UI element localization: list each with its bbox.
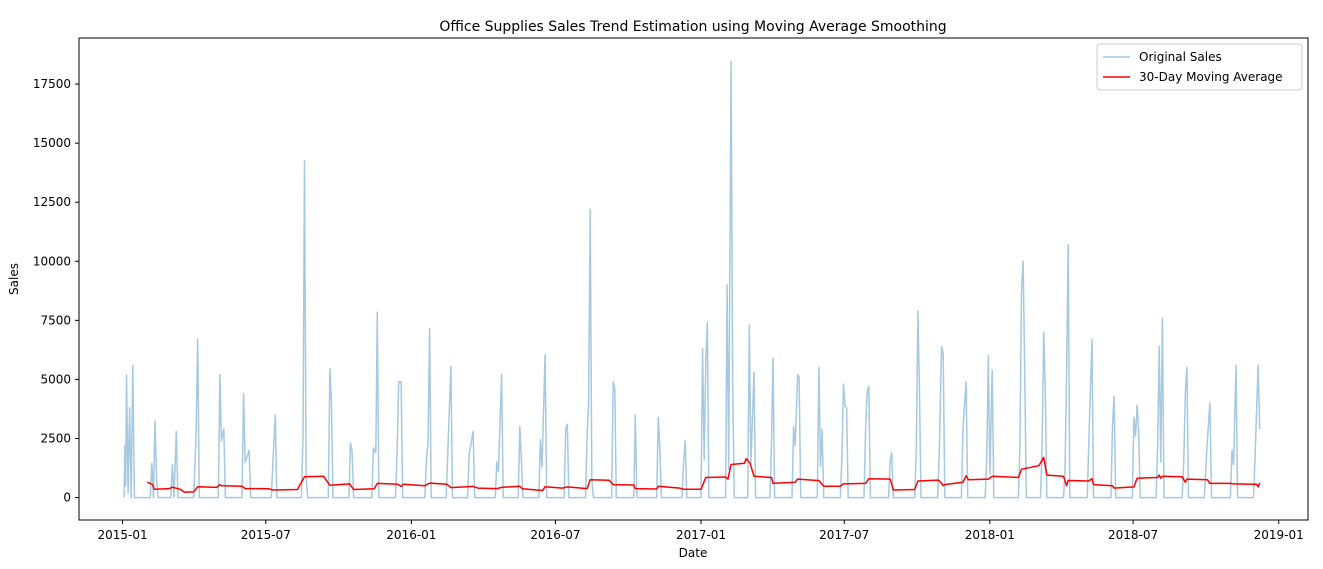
x-tick-label: 2017-01 [676, 528, 726, 542]
chart-title: Office Supplies Sales Trend Estimation u… [439, 19, 946, 35]
y-tick-label: 12500 [33, 195, 71, 209]
legend-label-original-sales: Original Sales [1139, 50, 1222, 64]
x-tick-label: 2017-07 [819, 528, 869, 542]
y-tick-label: 7500 [40, 313, 71, 327]
x-tick-label: 2018-01 [965, 528, 1015, 542]
x-tick-label: 2016-07 [530, 528, 580, 542]
legend-label-moving-average: 30-Day Moving Average [1139, 70, 1283, 84]
x-tick-label: 2019-01 [1254, 528, 1304, 542]
legend: Original Sales 30-Day Moving Average [1096, 43, 1303, 91]
series-layer [123, 60, 1261, 499]
x-axis-label: Date [679, 546, 708, 560]
series-line-moving-average [146, 456, 1261, 493]
y-axis: 0 2500 5000 7500 10000 12500 15000 17500 [33, 77, 79, 505]
x-tick-label: 2015-07 [241, 528, 291, 542]
y-tick-label: 17500 [33, 77, 71, 91]
plot-frame [78, 37, 1309, 521]
x-tick-label: 2015-01 [97, 528, 147, 542]
y-tick-label: 5000 [40, 372, 71, 386]
x-axis: 2015-01 2015-07 2016-01 2016-07 2017-01 2017-… [97, 520, 1304, 542]
y-tick-label: 2500 [40, 431, 71, 445]
y-tick-label: 0 [63, 491, 71, 505]
legend-box [1096, 43, 1303, 91]
y-axis-label: Sales [7, 263, 21, 295]
y-tick-label: 15000 [33, 136, 71, 150]
series-line-original-sales [123, 60, 1261, 499]
plot-area [78, 37, 1309, 521]
x-tick-label: 2016-01 [386, 528, 436, 542]
y-tick-label: 10000 [33, 254, 71, 268]
x-tick-label: 2018-07 [1108, 528, 1158, 542]
